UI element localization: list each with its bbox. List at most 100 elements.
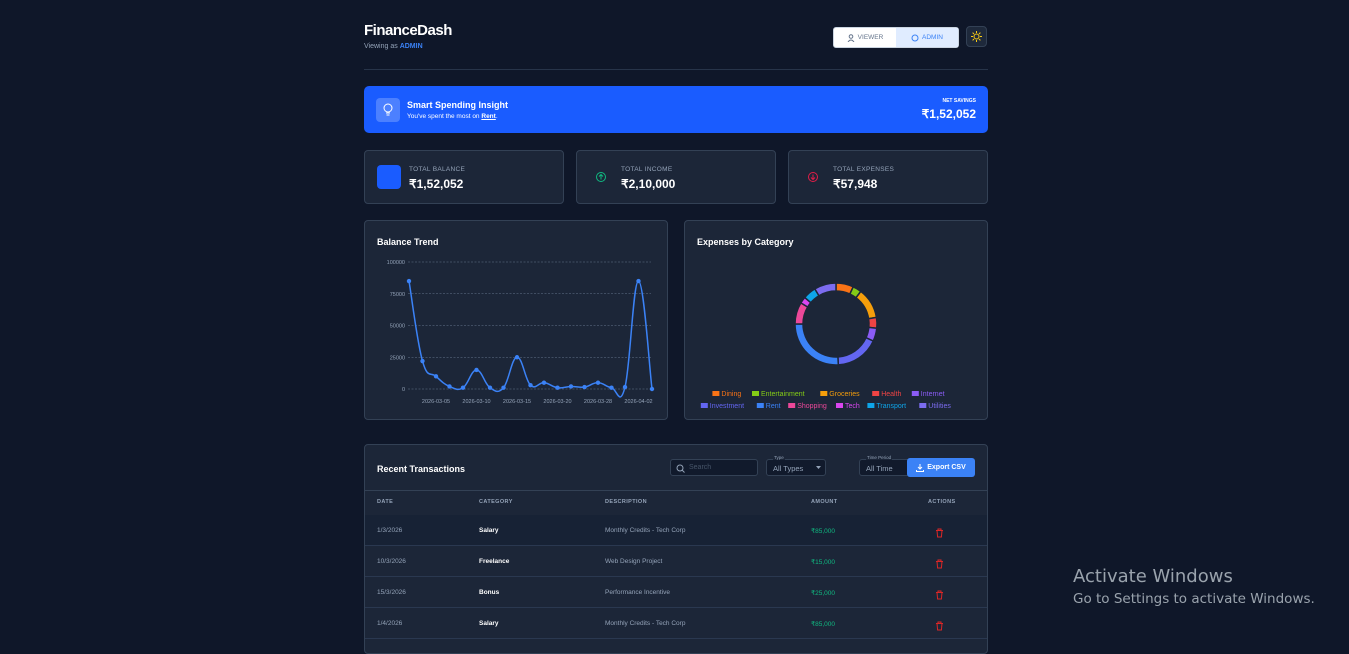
insight-highlight: Rent	[481, 113, 496, 120]
table-cell: 10/3/2026	[377, 558, 406, 565]
x-tick-label: 2026-03-10	[462, 399, 490, 405]
x-tick-label: 2026-04-02	[624, 399, 652, 405]
legend-label: Health	[881, 391, 901, 398]
table-row	[365, 577, 987, 608]
table-cell: Freelance	[479, 558, 510, 565]
table-cell: ₹85,000	[811, 621, 836, 628]
trend-point	[528, 382, 533, 388]
filter-value: All Time	[866, 464, 893, 473]
table-cell: 1/3/2026	[377, 527, 403, 534]
role-toggle: VIEWER ADMIN	[833, 27, 959, 48]
shield-icon	[911, 34, 919, 41]
legend-label: Rent	[766, 403, 781, 410]
legend-swatch	[872, 391, 880, 396]
insight-suffix: .	[495, 113, 498, 120]
user-icon	[847, 33, 855, 42]
card-value: ₹57,948	[833, 177, 878, 191]
trash-icon	[936, 528, 943, 538]
column-header: ACTIONS	[928, 499, 956, 505]
transactions-panel: Recent Transactions Search Type All Types…	[364, 444, 988, 654]
doughnut-segment	[854, 290, 878, 320]
download-icon	[916, 463, 925, 472]
insight-title: Smart Spending Insight	[407, 100, 509, 110]
search-box[interactable]: Search	[670, 459, 758, 476]
y-tick-label: 50000	[390, 324, 405, 330]
table-divider	[365, 490, 987, 491]
legend-label: Internet	[921, 391, 945, 398]
table-row	[365, 546, 987, 577]
card-label: TOTAL BALANCE	[409, 166, 466, 173]
table-row	[365, 608, 987, 639]
legend-swatch	[919, 403, 927, 408]
table-cell: Bonus	[479, 589, 500, 596]
theme-button[interactable]	[966, 26, 987, 47]
stat-card: TOTAL INCOME ₹2,10,000	[576, 150, 776, 204]
viewing-prefix: Viewing as	[364, 43, 398, 50]
column-header: DESCRIPTION	[605, 499, 647, 505]
table-row	[365, 515, 987, 546]
legend-label: Transport	[876, 403, 906, 410]
delete-button[interactable]	[935, 556, 944, 569]
export-button[interactable]: Export CSV	[907, 458, 975, 477]
table-cell: Performance Incentive	[605, 589, 671, 596]
table-cell: Web Design Project	[605, 558, 663, 565]
trend-point	[649, 386, 655, 392]
trend-point	[447, 384, 452, 389]
card-icon	[589, 165, 613, 189]
legend-swatch	[788, 403, 796, 408]
export-label: Export CSV	[927, 464, 966, 471]
filter-label: Type	[773, 455, 785, 460]
x-tick-label: 2026-03-15	[503, 399, 531, 405]
legend-label: Groceries	[829, 391, 860, 398]
table-cell: ₹85,000	[811, 528, 836, 535]
trend-point	[460, 385, 466, 390]
delete-button[interactable]	[935, 587, 944, 600]
role: ADMIN	[399, 43, 423, 50]
card-label: TOTAL INCOME	[621, 166, 673, 173]
filter-label: Time Period	[866, 455, 893, 460]
savings-label: NET SAVINGS	[942, 98, 976, 104]
legend-swatch	[911, 391, 919, 396]
admin-button[interactable]: ADMIN	[896, 28, 958, 47]
divider	[364, 69, 988, 70]
column-header: CATEGORY	[479, 499, 513, 505]
card-icon	[377, 165, 401, 189]
legend-swatch	[836, 403, 843, 408]
table-cell: Monthly Credits - Tech Corp	[605, 620, 686, 627]
search-placeholder: Search	[689, 464, 712, 471]
trash-icon	[936, 621, 943, 631]
trend-point	[636, 278, 641, 284]
insight-banner: Smart Spending Insight You've spent the …	[364, 86, 988, 133]
y-tick-label: 100000	[387, 260, 405, 266]
sun-icon	[971, 31, 982, 42]
table-cell: 15/3/2026	[377, 589, 406, 596]
bulb-icon	[376, 98, 400, 122]
savings-value: ₹1,52,052	[921, 107, 976, 121]
filter-select[interactable]: Type All Types	[766, 455, 826, 476]
insight-text: You've spent the most on Rent.	[407, 113, 498, 120]
filter-value: All Types	[773, 464, 804, 473]
legend-label: Entertainment	[761, 391, 805, 398]
viewer-button[interactable]: VIEWER	[834, 28, 896, 47]
expense-panel: Expenses by Category	[684, 220, 988, 420]
legend-swatch	[756, 403, 764, 408]
trend-point	[501, 385, 506, 390]
table-cell: Salary	[479, 620, 499, 627]
table-cell: 1/4/2026	[377, 620, 403, 627]
trend-point	[420, 358, 425, 364]
trend-point	[609, 385, 614, 390]
trend-point	[582, 384, 587, 390]
delete-button[interactable]	[935, 618, 944, 631]
card-icon	[801, 165, 825, 189]
watermark-title: Activate Windows	[1073, 566, 1233, 587]
legend-label: Shopping	[797, 403, 827, 410]
y-tick-label: 0	[402, 387, 405, 393]
legend-label: Tech	[845, 403, 860, 410]
balance-title: Balance Trend	[377, 237, 439, 247]
delete-button[interactable]	[935, 525, 944, 538]
doughnut-segment	[813, 282, 837, 297]
legend-swatch	[700, 403, 708, 408]
